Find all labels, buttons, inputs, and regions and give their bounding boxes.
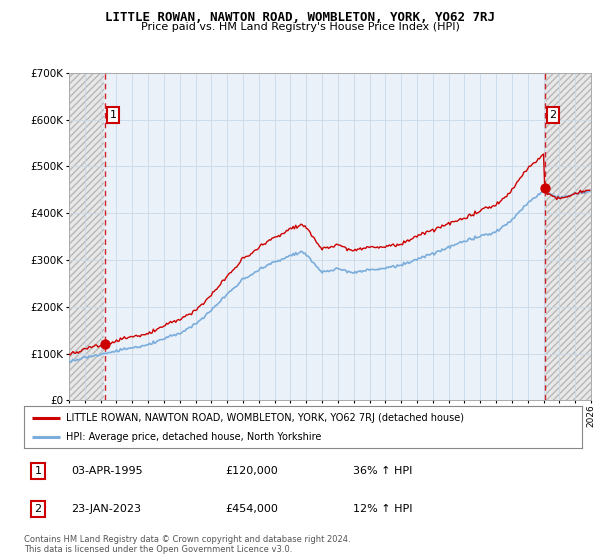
Text: 1: 1 [109,110,116,120]
Text: Price paid vs. HM Land Registry's House Price Index (HPI): Price paid vs. HM Land Registry's House … [140,22,460,32]
Text: £454,000: £454,000 [225,504,278,514]
Text: LITTLE ROWAN, NAWTON ROAD, WOMBLETON, YORK, YO62 7RJ: LITTLE ROWAN, NAWTON ROAD, WOMBLETON, YO… [105,11,495,24]
Text: 36% ↑ HPI: 36% ↑ HPI [353,466,413,476]
Text: 1: 1 [34,466,41,476]
Text: 03-APR-1995: 03-APR-1995 [71,466,143,476]
Point [100,340,109,349]
Text: LITTLE ROWAN, NAWTON ROAD, WOMBLETON, YORK, YO62 7RJ (detached house): LITTLE ROWAN, NAWTON ROAD, WOMBLETON, YO… [66,413,464,423]
Text: 2: 2 [550,110,557,120]
Text: 23-JAN-2023: 23-JAN-2023 [71,504,142,514]
Text: HPI: Average price, detached house, North Yorkshire: HPI: Average price, detached house, Nort… [66,432,321,442]
Text: 12% ↑ HPI: 12% ↑ HPI [353,504,413,514]
Text: £120,000: £120,000 [225,466,278,476]
Point [540,184,550,193]
Text: Contains HM Land Registry data © Crown copyright and database right 2024.
This d: Contains HM Land Registry data © Crown c… [24,535,350,554]
Text: 2: 2 [34,504,41,514]
